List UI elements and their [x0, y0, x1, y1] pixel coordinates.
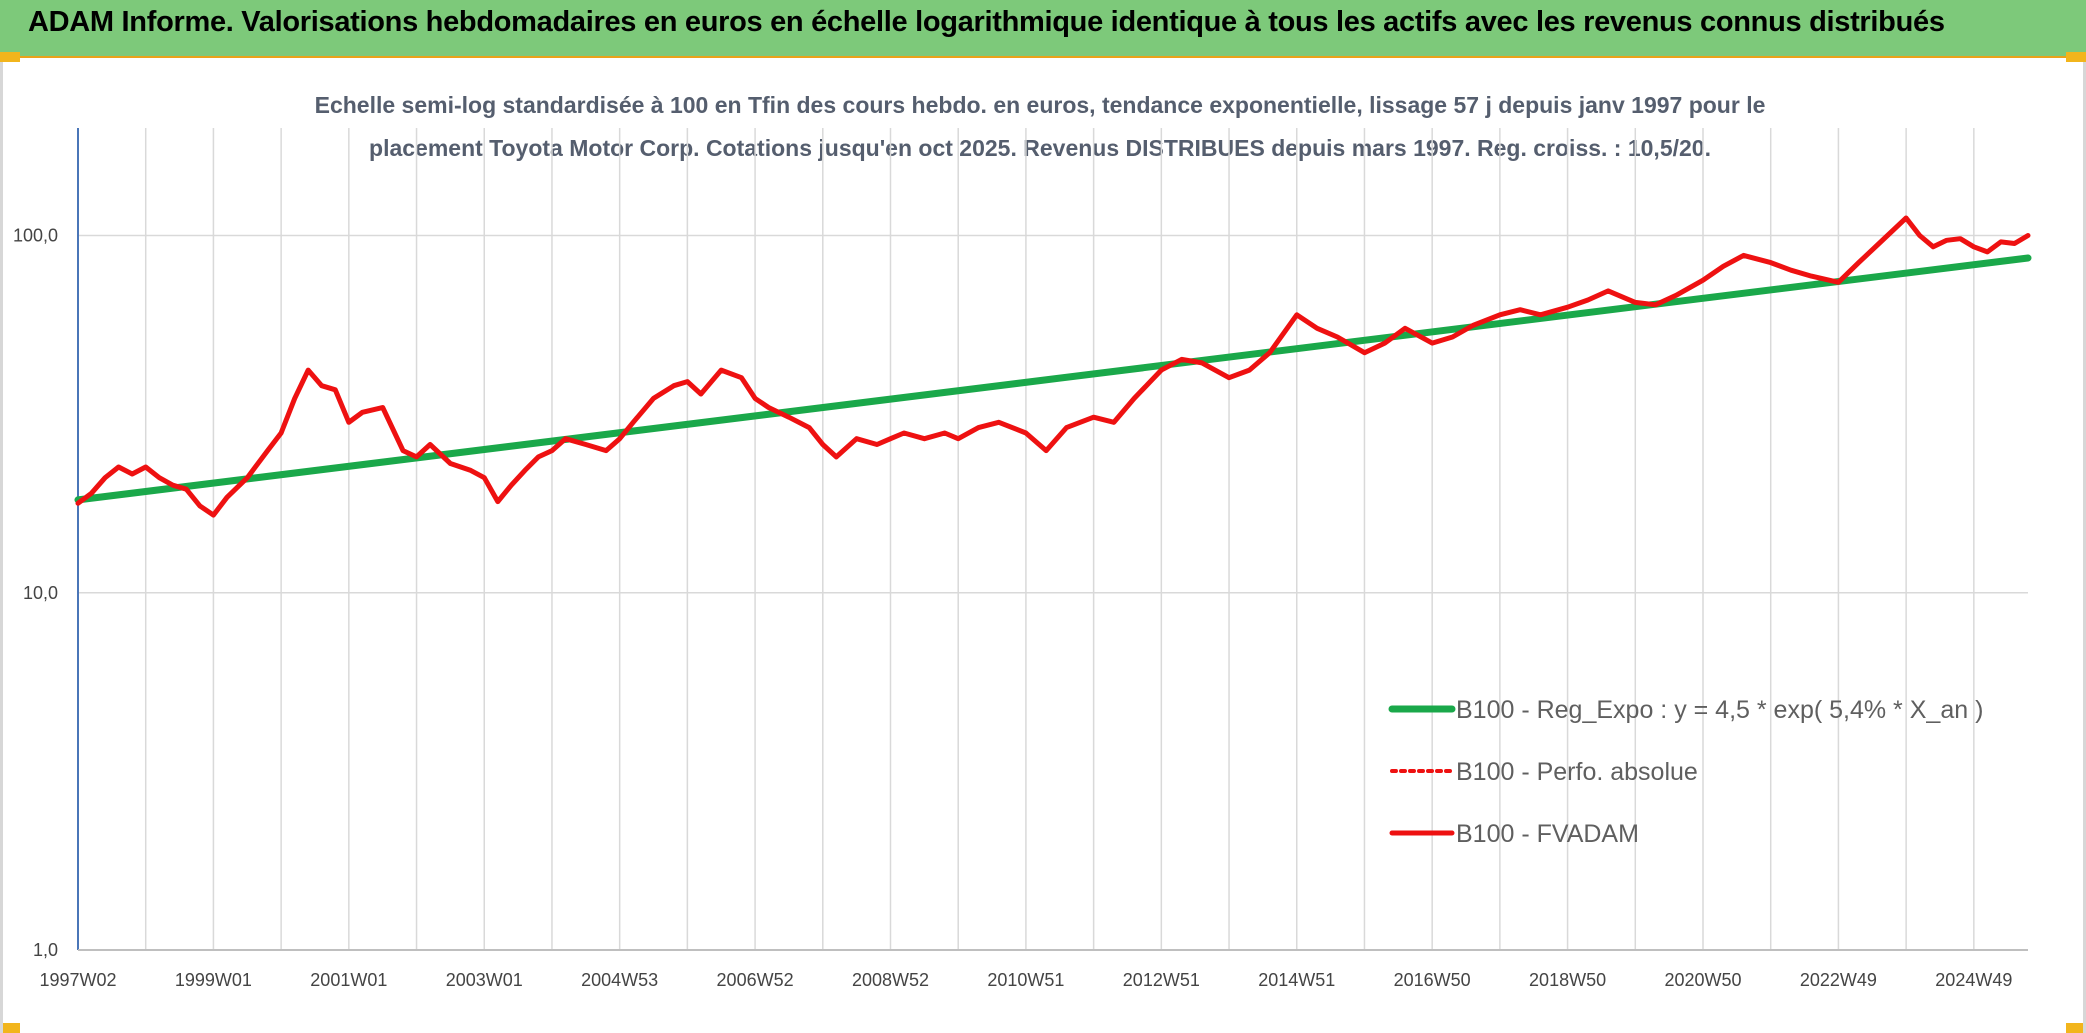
corner-accent-bottom-left	[0, 1023, 20, 1033]
legend-label-perfo: B100 - Perfo. absolue	[1456, 758, 1698, 786]
x-tick-label: 2004W53	[581, 970, 658, 990]
x-tick-label: 2018W50	[1529, 970, 1606, 990]
corner-accent-top-right	[2066, 52, 2086, 62]
x-tick-label: 2020W50	[1664, 970, 1741, 990]
chart-title-line-1: Echelle semi-log standardisée à 100 en T…	[314, 92, 1766, 118]
x-tick-label: 2006W52	[717, 970, 794, 990]
chart-title-line-2: placement Toyota Motor Corp. Cotations j…	[369, 135, 1711, 161]
x-tick-label: 2022W49	[1800, 970, 1877, 990]
y-tick-label: 100,0	[13, 226, 58, 246]
report-title: ADAM Informe. Valorisations hebdomadaire…	[28, 6, 1945, 38]
y-tick-label: 10,0	[23, 583, 58, 603]
x-tick-label: 2024W49	[1935, 970, 2012, 990]
chart-frame	[0, 62, 2086, 1033]
x-tick-label: 2016W50	[1394, 970, 1471, 990]
x-tick-label: 1999W01	[175, 970, 252, 990]
y-tick-label: 1,0	[33, 940, 58, 960]
series-line-fvadam	[75, 215, 2031, 518]
x-tick-label: 2012W51	[1123, 970, 1200, 990]
legend-label-reg: B100 - Reg_Expo : y = 4,5 * exp( 5,4% * …	[1456, 696, 1983, 724]
legend-label-fvadam: B100 - FVADAM	[1456, 820, 1639, 848]
corner-accent-top-left	[0, 52, 20, 62]
x-tick-label: 2003W01	[446, 970, 523, 990]
report-banner: ADAM Informe. Valorisations hebdomadaire…	[0, 0, 2086, 58]
x-tick-label: 2014W51	[1258, 970, 1335, 990]
x-tick-label: 1997W02	[39, 970, 116, 990]
series-line-reg	[74, 254, 2032, 504]
x-tick-label: 2010W51	[987, 970, 1064, 990]
corner-accent-bottom-right	[2066, 1023, 2086, 1033]
x-tick-label: 2008W52	[852, 970, 929, 990]
x-tick-label: 2001W01	[310, 970, 387, 990]
